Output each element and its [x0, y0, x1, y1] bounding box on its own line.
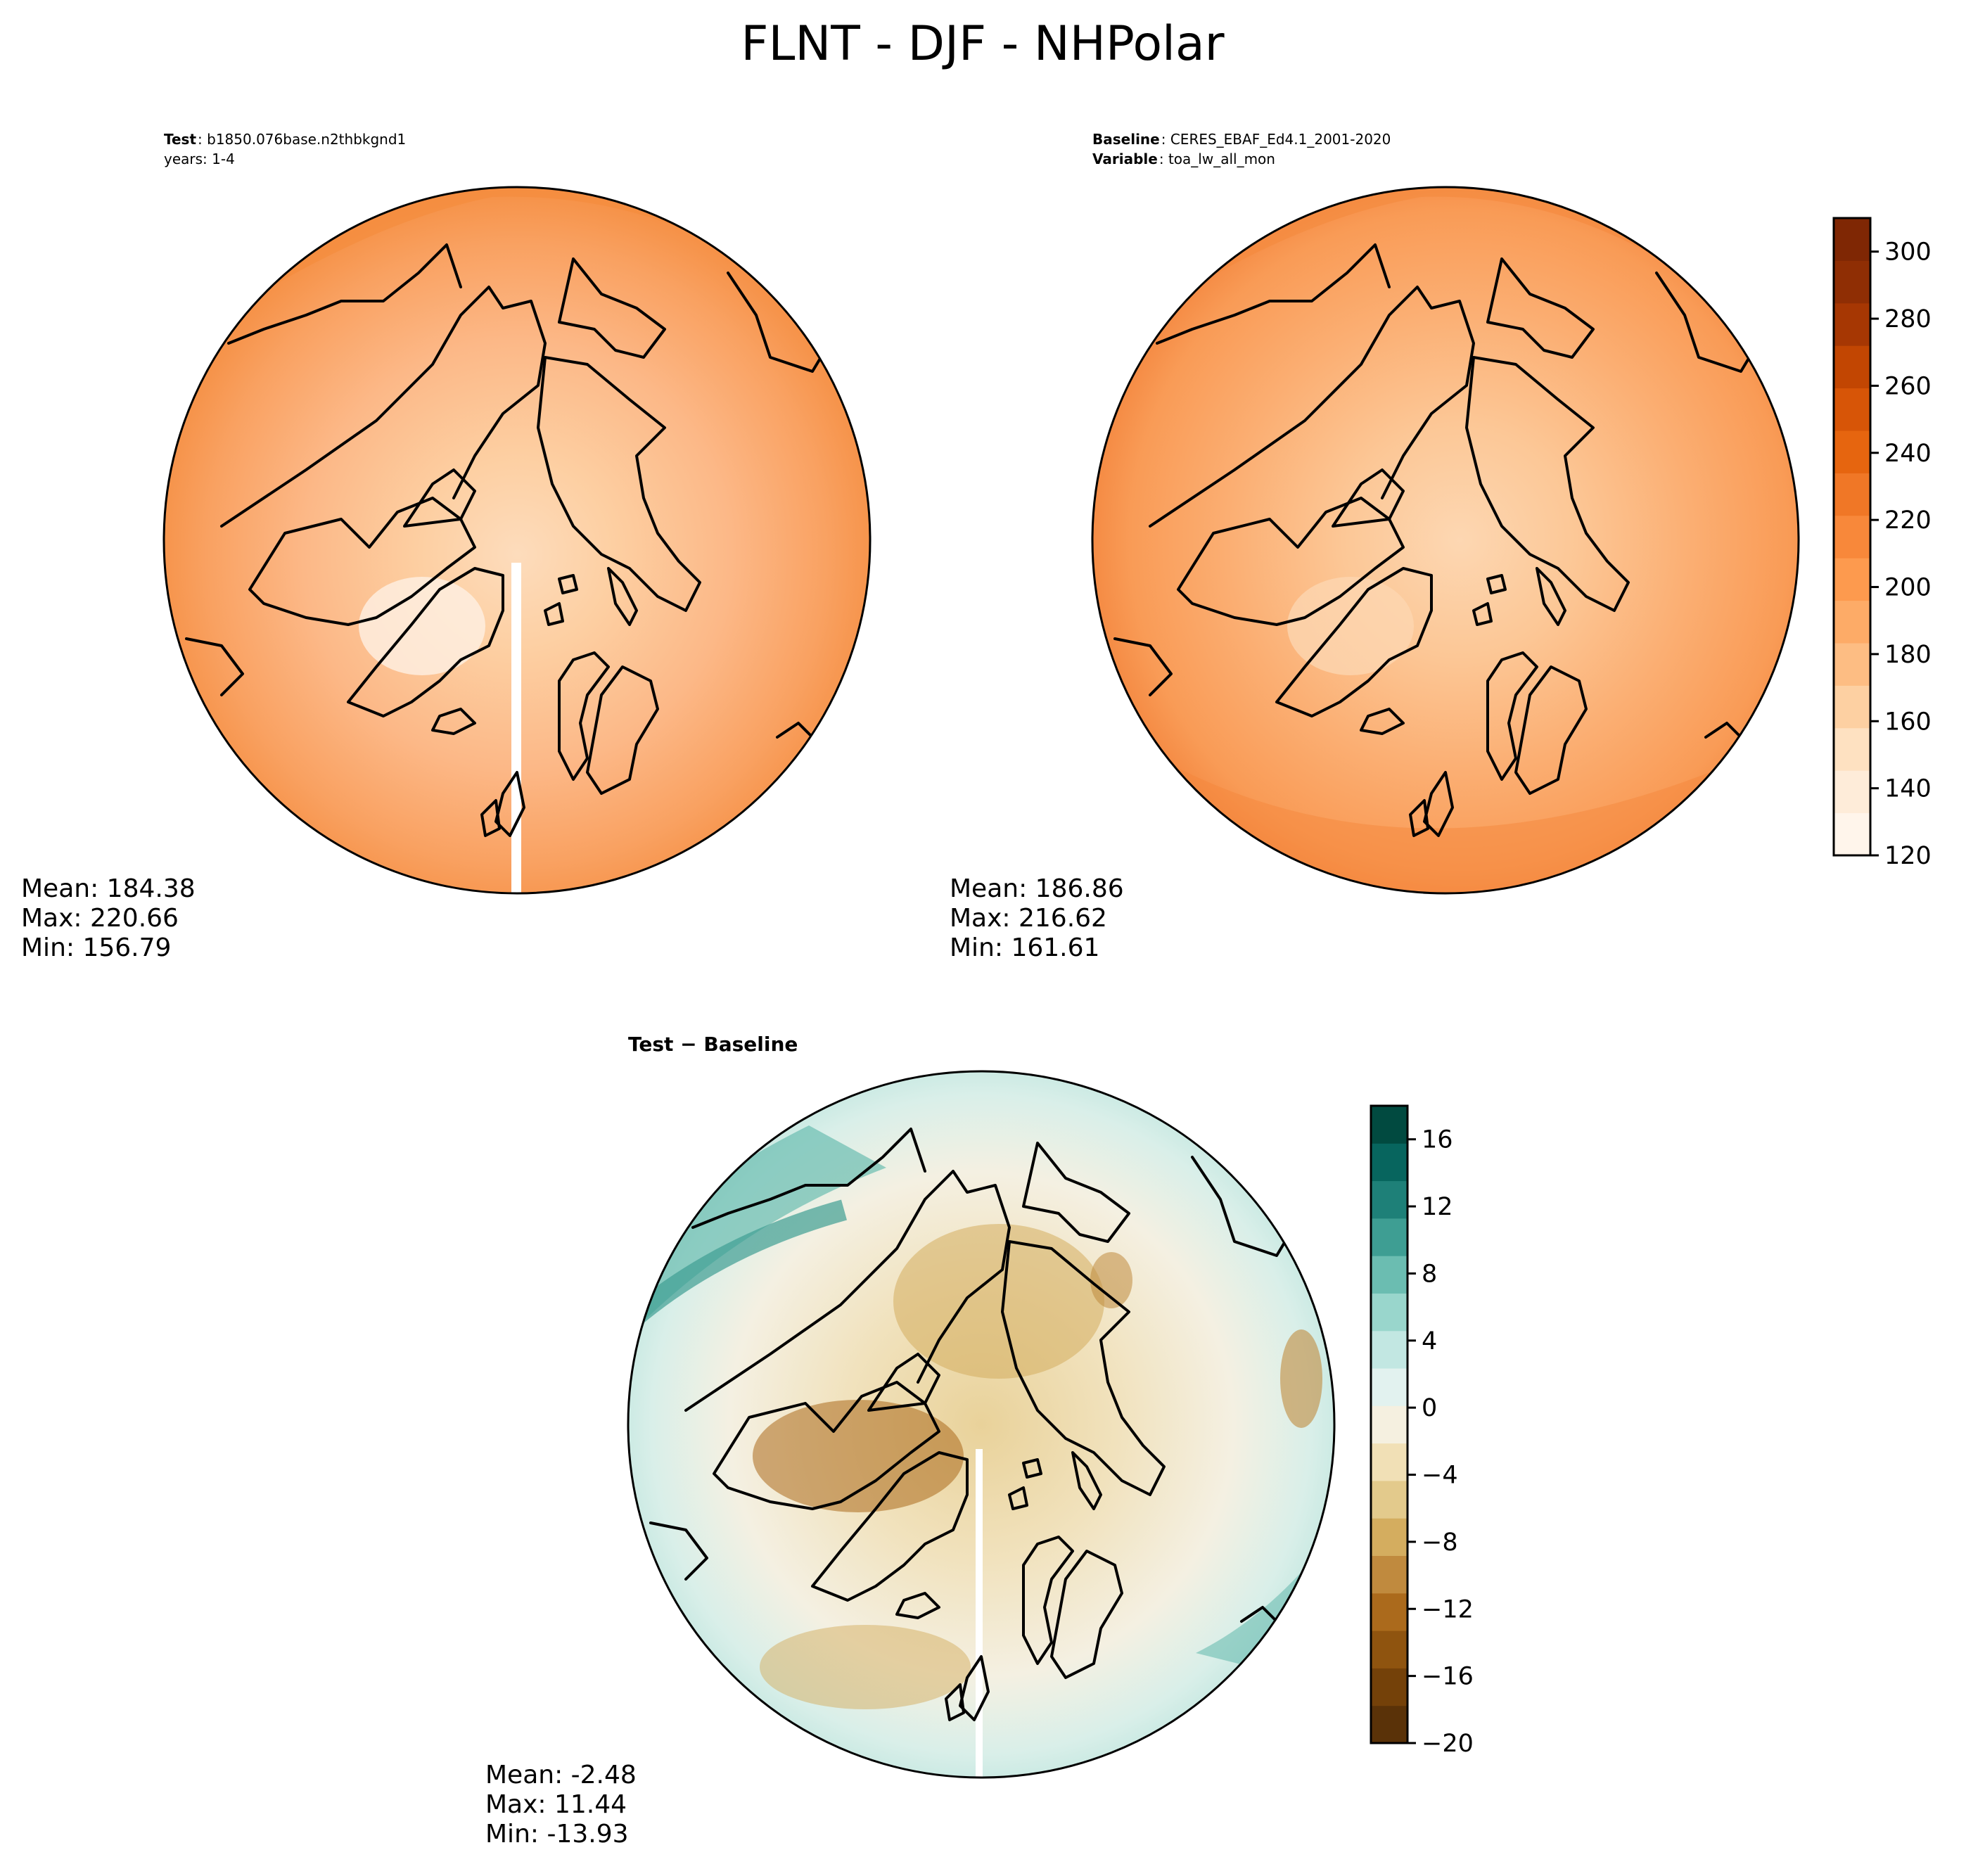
colorbar-tick-label: −12 — [1422, 1595, 1474, 1623]
colorbar-segment — [1834, 812, 1870, 856]
colorbar-tick-label: 4 — [1422, 1327, 1437, 1355]
colorbar-segment — [1371, 1668, 1408, 1706]
colorbar-segment — [1371, 1106, 1408, 1144]
colorbar-segment — [1834, 515, 1870, 559]
colorbar-tick-label: 240 — [1884, 440, 1932, 468]
colorbar-tick-label: −20 — [1422, 1730, 1474, 1758]
colorbar-segment — [1371, 1593, 1408, 1631]
colorbar-segment — [1371, 1443, 1408, 1481]
colorbar-segment — [1371, 1218, 1408, 1256]
colorbar-segment — [1834, 388, 1870, 431]
colorbar-tick-label: 0 — [1422, 1394, 1437, 1422]
variable-name: toa_lw_all_mon — [1168, 151, 1275, 167]
colorbar-segment — [1371, 1480, 1408, 1519]
colorbar-tick-label: 300 — [1884, 238, 1932, 267]
colorbar-tick-label: −8 — [1422, 1529, 1458, 1557]
colorbar-segment — [1371, 1555, 1408, 1594]
colorbar-segment — [1834, 218, 1870, 261]
baseline-header-label: Baseline — [1092, 131, 1160, 148]
colorbar-segment — [1834, 345, 1870, 389]
colorbar-frame — [1832, 217, 1872, 857]
test-case-name: b1850.076base.n2thbkgnd1 — [207, 131, 406, 148]
test-years: years: 1-4 — [164, 151, 235, 167]
colorbar-segment — [1834, 558, 1870, 601]
colorbar-segment — [1834, 473, 1870, 516]
difference-max: Max: 11.44 — [485, 1790, 627, 1819]
test-panel: Test: b1850.076base.n2thbkgnd1 years: 1-… — [21, 131, 872, 962]
colorbar-tick-label: 260 — [1884, 372, 1932, 400]
colorbar-tick-label: 16 — [1422, 1126, 1453, 1154]
main-colorbar: 300 280 260 240 220 200 180 160 140 120 — [1832, 217, 1932, 870]
colorbar-segment — [1371, 1705, 1408, 1744]
baseline-map-boundary — [1091, 186, 1800, 895]
difference-mean: Mean: -2.48 — [485, 1761, 637, 1789]
colorbar-tick-label: 160 — [1884, 708, 1932, 736]
difference-colorbar: 16 12 8 4 0 −4 −8 −12 −16 −20 — [1370, 1104, 1474, 1758]
test-max: Max: 220.66 — [21, 904, 179, 933]
colorbar-tick-label: −16 — [1422, 1663, 1474, 1691]
baseline-dataset-name: CERES_EBAF_Ed4.1_2001-2020 — [1170, 131, 1391, 148]
colorbar-segment — [1371, 1256, 1408, 1294]
colorbar-segment — [1371, 1180, 1408, 1219]
colorbar-tick-label: 120 — [1884, 842, 1932, 870]
colorbar-tick-label: 280 — [1884, 305, 1932, 333]
colorbar-frame — [1370, 1104, 1409, 1744]
baseline-min: Min: 161.61 — [950, 933, 1099, 962]
test-map-boundary — [162, 186, 872, 895]
svg-text:Variable: toa_lw_all_mon: Variable: toa_lw_all_mon — [1092, 151, 1275, 167]
svg-text:Baseline: CERES_EBAF_Ed4.1_200: Baseline: CERES_EBAF_Ed4.1_2001-2020 — [1092, 131, 1391, 148]
colorbar-segment — [1834, 260, 1870, 304]
difference-map-boundary — [627, 1070, 1336, 1779]
colorbar-segment — [1371, 1368, 1408, 1406]
svg-text:Test: b1850.076base.n2thbkgnd1: Test: b1850.076base.n2thbkgnd1 — [164, 131, 406, 148]
colorbar-segment — [1371, 1518, 1408, 1557]
colorbar-tick-label: 200 — [1884, 574, 1932, 602]
colorbar-tick-label: 12 — [1422, 1193, 1453, 1221]
test-min: Min: 156.79 — [21, 933, 171, 962]
colorbar-tick-label: 180 — [1884, 641, 1932, 669]
colorbar-segment — [1371, 1293, 1408, 1332]
baseline-panel: Baseline: CERES_EBAF_Ed4.1_2001-2020 Var… — [950, 131, 1800, 962]
colorbar-tick-label: 140 — [1884, 775, 1932, 803]
colorbar-segment — [1834, 643, 1870, 686]
difference-panel: Test − Baseline Mean: -2.48 Max: 11.44 M… — [485, 1033, 1336, 1849]
colorbar-segment — [1371, 1330, 1408, 1369]
colorbar-tick-label: 8 — [1422, 1260, 1437, 1288]
colorbar-segment — [1834, 770, 1870, 814]
difference-min: Min: -13.93 — [485, 1820, 629, 1849]
colorbar-segment — [1834, 685, 1870, 729]
figure-title: FLNT - DJF - NHPolar — [741, 16, 1224, 72]
baseline-max: Max: 216.62 — [950, 904, 1107, 933]
difference-title: Test − Baseline — [628, 1033, 798, 1056]
colorbar-segment — [1834, 302, 1870, 346]
test-header-label: Test — [164, 131, 196, 148]
colorbar-segment — [1371, 1143, 1408, 1182]
colorbar-segment — [1834, 430, 1870, 473]
colorbar-segment — [1834, 600, 1870, 644]
colorbar-tick-label: −4 — [1422, 1462, 1458, 1490]
test-mean: Mean: 184.38 — [21, 874, 196, 903]
colorbar-segment — [1371, 1405, 1408, 1444]
variable-label: Variable — [1092, 151, 1158, 167]
colorbar-tick-label: 220 — [1884, 506, 1932, 535]
colorbar-segment — [1371, 1631, 1408, 1668]
baseline-mean: Mean: 186.86 — [950, 874, 1124, 903]
colorbar-segment — [1834, 727, 1870, 771]
